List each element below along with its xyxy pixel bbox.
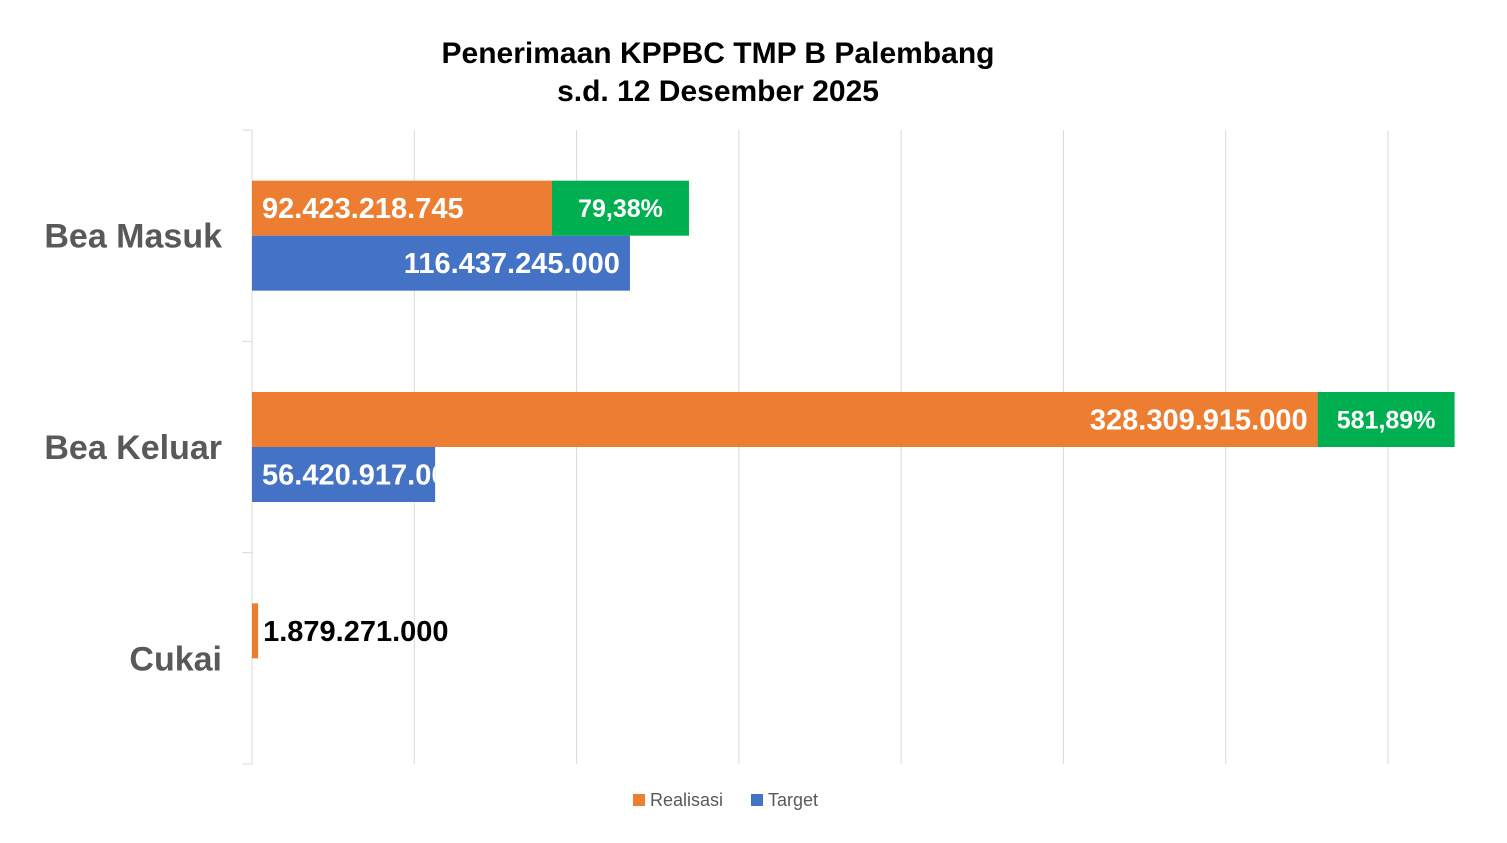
data-labels: 92.423.218.745 116.437.245.000 79,38% 328.3…: [262, 193, 1435, 648]
data-label-target-bea-keluar: 56.420.917.000: [262, 460, 464, 492]
legend-label-realisasi: Realisasi: [650, 790, 723, 810]
bar-target-bea-keluar: [252, 447, 436, 502]
chart-title-line-1: Penerimaan KPPBC TMP B Palembang: [442, 37, 995, 70]
bar-realisasi-bea-masuk: [252, 180, 552, 236]
data-label-realisasi-bea-keluar: 328.309.915.000: [1090, 405, 1308, 437]
percentage-box-bea-keluar: [1317, 392, 1455, 447]
chart-title-line-2: s.d. 12 Desember 2025: [557, 75, 879, 108]
bar-target-bea-masuk: [252, 235, 630, 291]
category-label-bea-masuk: Bea Masuk: [44, 218, 222, 256]
percentage-box-bea-masuk: [551, 180, 689, 236]
category-axis: Bea Masuk Bea Keluar Cukai: [44, 129, 253, 765]
bars: [252, 180, 1455, 659]
data-label-realisasi-bea-masuk: 92.423.218.745: [262, 193, 464, 225]
percentage-label-bea-keluar: 581,89%: [1337, 407, 1436, 435]
legend-swatch-target: [751, 794, 763, 806]
category-label-cukai: Cukai: [129, 640, 222, 678]
percentage-label-bea-masuk: 79,38%: [578, 195, 663, 223]
data-label-realisasi-cukai: 1.879.271.000: [263, 616, 448, 648]
bar-realisasi-bea-keluar: [252, 392, 1318, 447]
legend: Realisasi Target: [633, 790, 818, 810]
legend-label-target: Target: [768, 790, 818, 810]
bar-realisasi-cukai: [252, 603, 259, 659]
category-label-bea-keluar: Bea Keluar: [44, 429, 222, 467]
legend-swatch-realisasi: [633, 794, 645, 806]
data-label-target-bea-masuk: 116.437.245.000: [404, 248, 620, 280]
